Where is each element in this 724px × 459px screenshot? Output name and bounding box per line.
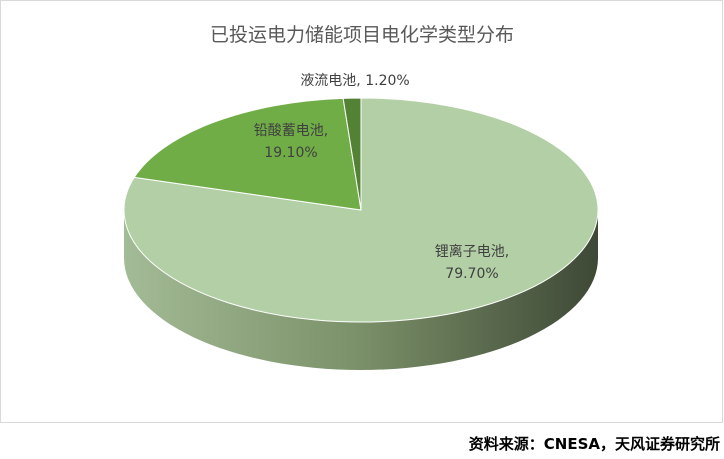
slice (133, 97, 362, 211)
data-label: 锂离子电池, 79.70% (434, 244, 510, 282)
data-label: 铅酸蓄电池, 19.10% (253, 123, 329, 161)
chart-frame (0, 0, 723, 423)
source-note: 资料来源：CNESA，天风证券研究所 (468, 435, 720, 453)
slice-side (124, 210, 598, 370)
chart-title: 已投运电力储能项目电化学类型分布 (209, 24, 514, 46)
chart (123, 97, 599, 370)
data-label: 液流电池, 1.20% (300, 73, 410, 89)
slice (342, 97, 362, 211)
